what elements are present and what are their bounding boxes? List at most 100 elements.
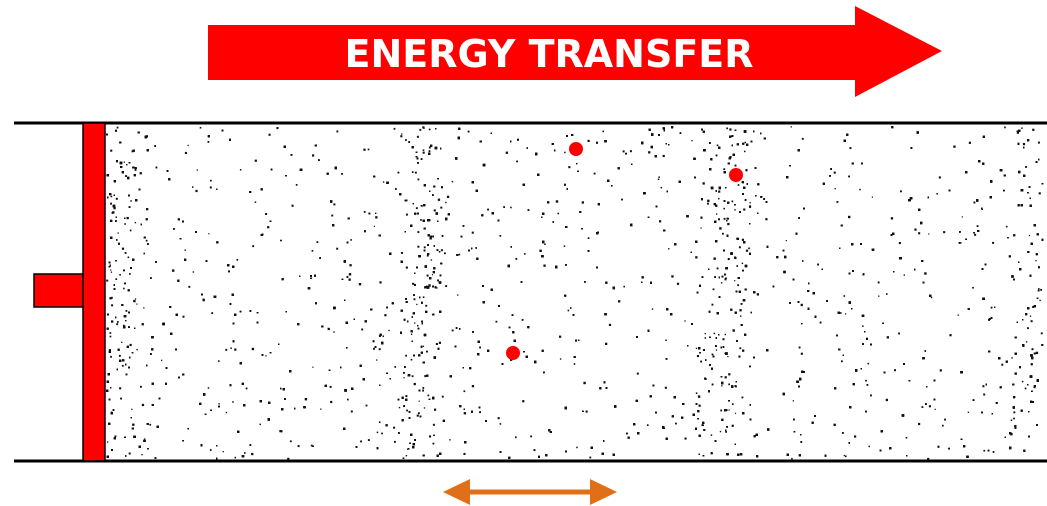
air-particle: [341, 173, 343, 175]
air-particle: [722, 338, 725, 341]
air-particle: [1021, 127, 1023, 129]
air-particle: [1008, 255, 1011, 258]
air-particle: [423, 246, 426, 249]
air-particle: [379, 281, 382, 284]
air-particle: [921, 406, 924, 408]
air-particle: [146, 208, 149, 211]
air-particle: [1024, 387, 1027, 390]
air-particle: [422, 345, 425, 347]
air-particle: [192, 186, 194, 188]
air-particle: [742, 349, 745, 352]
air-particle: [234, 348, 237, 351]
air-particle: [471, 231, 474, 234]
air-particle: [564, 151, 566, 154]
air-particle: [109, 297, 112, 300]
air-particle: [139, 172, 142, 175]
air-particle: [928, 405, 931, 408]
air-particle: [611, 185, 613, 187]
air-particle: [1038, 192, 1041, 195]
air-particle: [210, 179, 212, 182]
air-particle: [109, 332, 112, 334]
air-particle: [440, 206, 443, 209]
air-particle: [405, 395, 408, 398]
air-particle: [928, 233, 930, 235]
air-particle: [416, 414, 419, 417]
air-particle: [711, 353, 714, 356]
air-particle: [316, 241, 319, 243]
air-particle: [449, 439, 451, 441]
air-particle: [1037, 141, 1040, 144]
air-particle: [228, 270, 230, 273]
air-particle: [117, 321, 119, 323]
air-particle: [676, 282, 680, 285]
air-particle: [658, 176, 660, 178]
air-particle: [133, 174, 136, 177]
air-particle: [602, 130, 604, 133]
air-particle: [930, 296, 933, 299]
air-particle: [870, 394, 872, 397]
air-particle: [898, 242, 901, 245]
air-particle: [936, 193, 938, 195]
air-particle: [716, 213, 718, 215]
air-particle: [718, 218, 720, 221]
air-particle: [695, 347, 698, 349]
air-particle: [149, 423, 152, 426]
air-particle: [199, 127, 202, 129]
air-particle: [408, 410, 411, 413]
air-particle: [725, 409, 728, 411]
air-particle: [414, 322, 416, 324]
air-particle: [585, 410, 588, 413]
air-particle: [403, 371, 405, 374]
air-particle: [417, 231, 420, 233]
air-particle: [735, 385, 737, 388]
air-particle: [1035, 351, 1039, 355]
air-particle: [446, 195, 450, 198]
air-particle: [1005, 225, 1008, 228]
air-particle: [495, 320, 498, 323]
air-particle: [368, 212, 371, 215]
air-particle: [276, 127, 279, 130]
air-particle: [136, 303, 138, 305]
air-particle: [451, 329, 454, 332]
air-particle: [866, 384, 869, 386]
air-particle: [327, 327, 330, 331]
air-particle: [268, 133, 271, 136]
air-particle: [567, 309, 570, 312]
air-particle: [291, 204, 294, 207]
air-particle: [894, 369, 896, 372]
air-particle: [723, 207, 725, 210]
air-particle: [251, 452, 254, 456]
air-particle: [376, 359, 378, 361]
air-particle: [854, 435, 857, 438]
air-particle: [765, 218, 768, 221]
air-particle: [671, 275, 674, 278]
air-particle: [336, 130, 339, 133]
air-particle: [530, 435, 532, 438]
air-particle: [131, 408, 133, 410]
air-particle: [320, 408, 322, 410]
air-particle: [361, 328, 364, 331]
air-particle: [974, 233, 977, 236]
air-particle: [1010, 433, 1013, 436]
air-particle: [347, 398, 349, 401]
air-particle: [499, 423, 502, 425]
air-particle: [625, 152, 627, 155]
air-particle: [849, 147, 852, 150]
air-particle: [900, 190, 902, 193]
air-particle: [267, 226, 270, 229]
air-particle: [405, 139, 407, 141]
air-particle: [154, 145, 157, 147]
air-particle: [1037, 289, 1040, 292]
air-particle: [623, 285, 625, 288]
air-particle: [589, 456, 592, 459]
air-particle: [110, 296, 113, 299]
air-particle: [424, 375, 427, 378]
air-particle: [297, 445, 300, 448]
air-particle: [182, 315, 185, 318]
air-particle: [664, 386, 667, 389]
air-particle: [457, 294, 459, 296]
air-particle: [111, 320, 114, 323]
air-particle: [133, 299, 136, 303]
air-particle: [510, 206, 512, 209]
air-particle: [375, 216, 378, 219]
